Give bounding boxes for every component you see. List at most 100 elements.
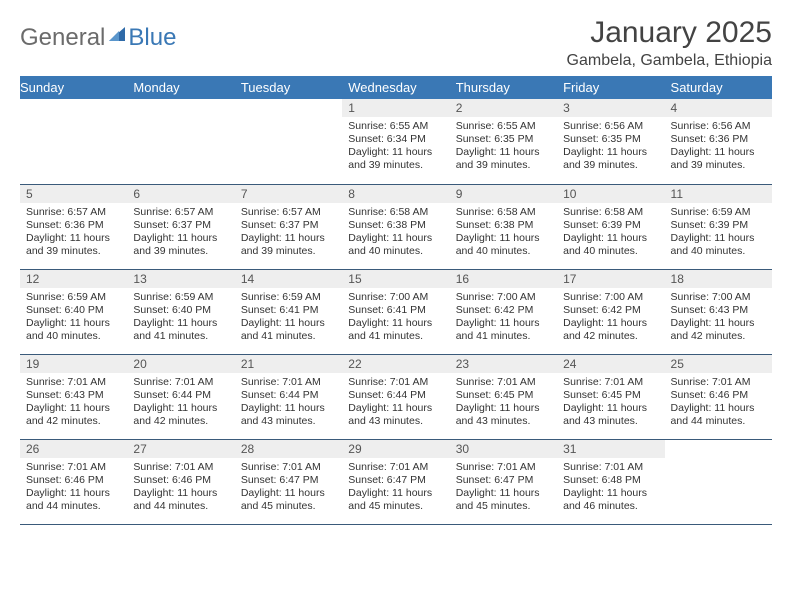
day-details: Sunrise: 6:57 AMSunset: 6:36 PMDaylight:… bbox=[20, 203, 127, 263]
day-number: 1 bbox=[342, 99, 449, 117]
day-number: 18 bbox=[665, 270, 772, 288]
day-details: Sunrise: 7:01 AMSunset: 6:47 PMDaylight:… bbox=[235, 458, 342, 518]
calendar-week-row: 5Sunrise: 6:57 AMSunset: 6:36 PMDaylight… bbox=[20, 184, 772, 269]
weekday-header: Thursday bbox=[450, 76, 557, 99]
day-number: 13 bbox=[127, 270, 234, 288]
calendar-day-cell: 7Sunrise: 6:57 AMSunset: 6:37 PMDaylight… bbox=[235, 184, 342, 269]
day-details: Sunrise: 6:58 AMSunset: 6:39 PMDaylight:… bbox=[557, 203, 664, 263]
logo-text-general: General bbox=[20, 24, 105, 52]
day-details: Sunrise: 7:00 AMSunset: 6:41 PMDaylight:… bbox=[342, 288, 449, 348]
day-details: Sunrise: 6:58 AMSunset: 6:38 PMDaylight:… bbox=[342, 203, 449, 263]
calendar-day-cell: 25Sunrise: 7:01 AMSunset: 6:46 PMDayligh… bbox=[665, 354, 772, 439]
calendar-day-cell: 31Sunrise: 7:01 AMSunset: 6:48 PMDayligh… bbox=[557, 439, 664, 524]
weekday-header: Sunday bbox=[20, 76, 127, 99]
day-details: Sunrise: 6:59 AMSunset: 6:40 PMDaylight:… bbox=[20, 288, 127, 348]
calendar-day-cell: 28Sunrise: 7:01 AMSunset: 6:47 PMDayligh… bbox=[235, 439, 342, 524]
day-number: 31 bbox=[557, 440, 664, 458]
calendar-day-cell: 24Sunrise: 7:01 AMSunset: 6:45 PMDayligh… bbox=[557, 354, 664, 439]
header: General Blue January 2025 Gambela, Gambe… bbox=[20, 18, 772, 70]
day-details: Sunrise: 6:56 AMSunset: 6:35 PMDaylight:… bbox=[557, 117, 664, 177]
calendar-day-cell: 16Sunrise: 7:00 AMSunset: 6:42 PMDayligh… bbox=[450, 269, 557, 354]
weekday-header: Friday bbox=[557, 76, 664, 99]
logo-text-blue: Blue bbox=[128, 24, 176, 52]
day-number: 16 bbox=[450, 270, 557, 288]
weekday-header-row: SundayMondayTuesdayWednesdayThursdayFrid… bbox=[20, 76, 772, 99]
calendar-day-cell: .. bbox=[235, 99, 342, 184]
calendar-day-cell: 2Sunrise: 6:55 AMSunset: 6:35 PMDaylight… bbox=[450, 99, 557, 184]
day-details: Sunrise: 7:01 AMSunset: 6:45 PMDaylight:… bbox=[557, 373, 664, 433]
calendar-day-cell: 8Sunrise: 6:58 AMSunset: 6:38 PMDaylight… bbox=[342, 184, 449, 269]
calendar-day-cell: 20Sunrise: 7:01 AMSunset: 6:44 PMDayligh… bbox=[127, 354, 234, 439]
day-number: 23 bbox=[450, 355, 557, 373]
day-number: 17 bbox=[557, 270, 664, 288]
calendar-day-cell: 26Sunrise: 7:01 AMSunset: 6:46 PMDayligh… bbox=[20, 439, 127, 524]
day-details: Sunrise: 7:01 AMSunset: 6:44 PMDaylight:… bbox=[127, 373, 234, 433]
day-details: Sunrise: 7:01 AMSunset: 6:46 PMDaylight:… bbox=[127, 458, 234, 518]
logo: General Blue bbox=[20, 24, 176, 52]
month-title: January 2025 bbox=[567, 16, 772, 50]
calendar-day-cell: 14Sunrise: 6:59 AMSunset: 6:41 PMDayligh… bbox=[235, 269, 342, 354]
day-details: Sunrise: 7:01 AMSunset: 6:44 PMDaylight:… bbox=[342, 373, 449, 433]
day-details: Sunrise: 7:01 AMSunset: 6:47 PMDaylight:… bbox=[450, 458, 557, 518]
day-number: 27 bbox=[127, 440, 234, 458]
day-number: 2 bbox=[450, 99, 557, 117]
calendar-day-cell: 13Sunrise: 6:59 AMSunset: 6:40 PMDayligh… bbox=[127, 269, 234, 354]
day-details: Sunrise: 6:58 AMSunset: 6:38 PMDaylight:… bbox=[450, 203, 557, 263]
day-details: Sunrise: 6:59 AMSunset: 6:40 PMDaylight:… bbox=[127, 288, 234, 348]
weekday-header: Monday bbox=[127, 76, 234, 99]
day-details: Sunrise: 6:59 AMSunset: 6:39 PMDaylight:… bbox=[665, 203, 772, 263]
calendar-day-cell: 27Sunrise: 7:01 AMSunset: 6:46 PMDayligh… bbox=[127, 439, 234, 524]
day-number: 28 bbox=[235, 440, 342, 458]
day-number: 21 bbox=[235, 355, 342, 373]
logo-sail-icon bbox=[107, 24, 127, 52]
day-number: 24 bbox=[557, 355, 664, 373]
calendar-day-cell: 11Sunrise: 6:59 AMSunset: 6:39 PMDayligh… bbox=[665, 184, 772, 269]
title-block: January 2025 Gambela, Gambela, Ethiopia bbox=[567, 16, 772, 70]
day-details: Sunrise: 7:00 AMSunset: 6:43 PMDaylight:… bbox=[665, 288, 772, 348]
day-details: Sunrise: 6:57 AMSunset: 6:37 PMDaylight:… bbox=[127, 203, 234, 263]
day-details: Sunrise: 7:01 AMSunset: 6:46 PMDaylight:… bbox=[665, 373, 772, 433]
calendar-day-cell: .. bbox=[665, 439, 772, 524]
calendar-day-cell: 23Sunrise: 7:01 AMSunset: 6:45 PMDayligh… bbox=[450, 354, 557, 439]
day-details: Sunrise: 6:55 AMSunset: 6:34 PMDaylight:… bbox=[342, 117, 449, 177]
calendar-day-cell: 30Sunrise: 7:01 AMSunset: 6:47 PMDayligh… bbox=[450, 439, 557, 524]
day-details: Sunrise: 7:00 AMSunset: 6:42 PMDaylight:… bbox=[557, 288, 664, 348]
calendar-day-cell: 9Sunrise: 6:58 AMSunset: 6:38 PMDaylight… bbox=[450, 184, 557, 269]
day-details: Sunrise: 7:01 AMSunset: 6:44 PMDaylight:… bbox=[235, 373, 342, 433]
calendar-day-cell: 21Sunrise: 7:01 AMSunset: 6:44 PMDayligh… bbox=[235, 354, 342, 439]
calendar-day-cell: 18Sunrise: 7:00 AMSunset: 6:43 PMDayligh… bbox=[665, 269, 772, 354]
calendar-page: General Blue January 2025 Gambela, Gambe… bbox=[0, 0, 792, 535]
location-subtitle: Gambela, Gambela, Ethiopia bbox=[567, 52, 772, 70]
calendar-week-row: 12Sunrise: 6:59 AMSunset: 6:40 PMDayligh… bbox=[20, 269, 772, 354]
day-details: Sunrise: 7:01 AMSunset: 6:45 PMDaylight:… bbox=[450, 373, 557, 433]
day-number: 22 bbox=[342, 355, 449, 373]
day-number: 29 bbox=[342, 440, 449, 458]
calendar-day-cell: 5Sunrise: 6:57 AMSunset: 6:36 PMDaylight… bbox=[20, 184, 127, 269]
weekday-header: Tuesday bbox=[235, 76, 342, 99]
weekday-header: Saturday bbox=[665, 76, 772, 99]
day-details: Sunrise: 6:59 AMSunset: 6:41 PMDaylight:… bbox=[235, 288, 342, 348]
calendar-day-cell: 22Sunrise: 7:01 AMSunset: 6:44 PMDayligh… bbox=[342, 354, 449, 439]
day-details: Sunrise: 6:57 AMSunset: 6:37 PMDaylight:… bbox=[235, 203, 342, 263]
day-number: 9 bbox=[450, 185, 557, 203]
day-number: 14 bbox=[235, 270, 342, 288]
calendar-day-cell: 12Sunrise: 6:59 AMSunset: 6:40 PMDayligh… bbox=[20, 269, 127, 354]
day-number: 26 bbox=[20, 440, 127, 458]
day-number: 7 bbox=[235, 185, 342, 203]
calendar-day-cell: .. bbox=[127, 99, 234, 184]
day-number: 4 bbox=[665, 99, 772, 117]
weekday-header: Wednesday bbox=[342, 76, 449, 99]
day-number: 25 bbox=[665, 355, 772, 373]
calendar-table: SundayMondayTuesdayWednesdayThursdayFrid… bbox=[20, 76, 772, 525]
day-number: 10 bbox=[557, 185, 664, 203]
day-details: Sunrise: 7:00 AMSunset: 6:42 PMDaylight:… bbox=[450, 288, 557, 348]
calendar-day-cell: 6Sunrise: 6:57 AMSunset: 6:37 PMDaylight… bbox=[127, 184, 234, 269]
calendar-week-row: 26Sunrise: 7:01 AMSunset: 6:46 PMDayligh… bbox=[20, 439, 772, 524]
calendar-day-cell: 3Sunrise: 6:56 AMSunset: 6:35 PMDaylight… bbox=[557, 99, 664, 184]
day-details: Sunrise: 6:55 AMSunset: 6:35 PMDaylight:… bbox=[450, 117, 557, 177]
calendar-day-cell: 1Sunrise: 6:55 AMSunset: 6:34 PMDaylight… bbox=[342, 99, 449, 184]
day-number: 6 bbox=[127, 185, 234, 203]
calendar-day-cell: 15Sunrise: 7:00 AMSunset: 6:41 PMDayligh… bbox=[342, 269, 449, 354]
calendar-body: ......1Sunrise: 6:55 AMSunset: 6:34 PMDa… bbox=[20, 99, 772, 524]
day-number: 20 bbox=[127, 355, 234, 373]
